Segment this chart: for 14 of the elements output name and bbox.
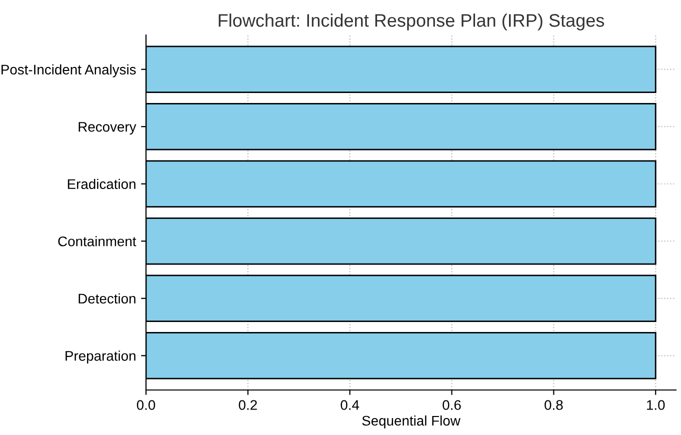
y-tick-label: Detection: [78, 293, 136, 304]
x-tick-label: 0.0: [136, 400, 156, 410]
x-axis-title: Sequential Flow: [362, 415, 460, 428]
x-tick-label: 0.4: [340, 400, 360, 410]
chart-title: Flowchart: Incident Response Plan (IRP) Stages: [218, 14, 604, 30]
x-tick-label: 0.8: [544, 400, 563, 410]
y-tick-label: Recovery: [78, 122, 136, 135]
x-tick-label: 0.6: [442, 400, 461, 410]
y-tick-label: Eradication: [68, 178, 136, 190]
x-tick-label: 1.0: [647, 400, 665, 410]
y-tick-label: Preparation: [66, 350, 136, 364]
y-tick-label: Containment: [58, 236, 136, 246]
x-tick-label: 0.2: [238, 400, 257, 410]
y-tick-label: Post-Incident Analysis: [2, 64, 136, 78]
